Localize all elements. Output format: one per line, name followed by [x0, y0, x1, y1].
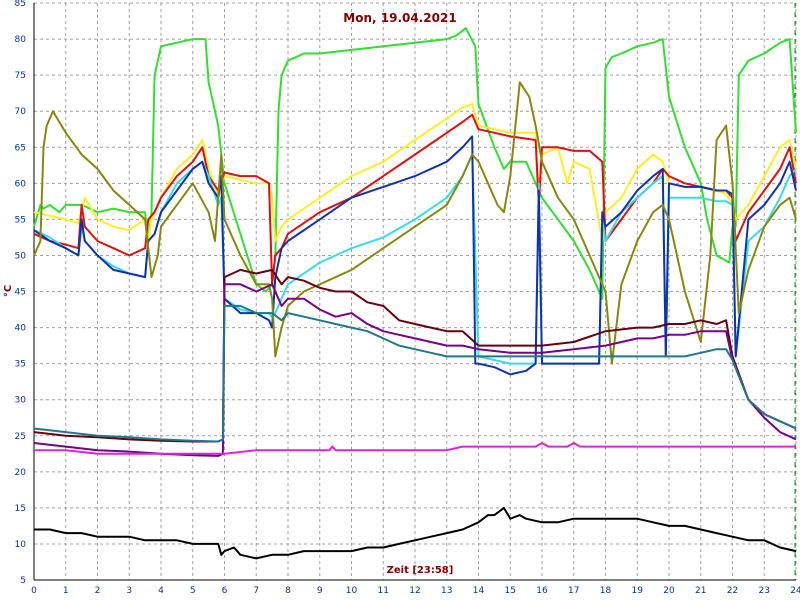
x-tick-label: 18: [600, 586, 612, 596]
y-tick-label: 10: [15, 540, 27, 550]
x-tick-label: 1: [63, 586, 69, 596]
x-tick-label: 4: [158, 586, 164, 596]
x-tick-label: 8: [285, 586, 291, 596]
y-tick-label: 80: [15, 35, 27, 45]
x-tick-label: 15: [505, 586, 516, 596]
series-line-6: [33, 81, 797, 365]
y-tick-labels: 5 10 15 20 25 30 35 40 45 50 55 60 65 70 75 80 85: [15, 0, 27, 586]
y-tick-label: 30: [15, 396, 27, 406]
y-tick-label: 75: [15, 71, 26, 81]
x-tick-label: 0: [31, 586, 37, 596]
y-tick-label: 35: [15, 360, 26, 370]
series-line-5: [33, 135, 797, 376]
x-axis-label: Zeit [23:58]: [387, 565, 454, 576]
series-line-3: [33, 113, 797, 286]
y-tick-label: 50: [15, 251, 27, 261]
x-tick-label: 23: [759, 586, 770, 596]
y-tick-label: 45: [15, 288, 26, 298]
x-tick-label: 10: [346, 586, 358, 596]
series-line-10: [34, 442, 796, 455]
x-tick-label: 7: [253, 586, 259, 596]
chart-series: [33, 27, 797, 560]
x-tick-labels: 0 1 2 3 4 5 6 7 8 9 10 11 12 13 14 15 16 17 18 19 20 21 22 23 24: [31, 586, 800, 596]
y-tick-label: 20: [15, 468, 27, 478]
x-tick-label: 2: [95, 586, 101, 596]
x-tick-label: 13: [441, 586, 452, 596]
x-tick-label: 22: [727, 586, 738, 596]
y-tick-label: 60: [15, 179, 27, 189]
y-tick-label: 70: [15, 107, 27, 117]
x-tick-label: 14: [473, 586, 485, 596]
y-tick-label: 25: [15, 432, 26, 442]
series-line-9: [33, 304, 797, 443]
x-tick-label: 16: [536, 586, 548, 596]
x-tick-label: 9: [317, 586, 323, 596]
x-tick-label: 5: [190, 586, 196, 596]
y-tick-label: 65: [15, 143, 26, 153]
x-tick-label: 21: [695, 586, 706, 596]
y-tick-label: 85: [15, 0, 26, 9]
x-tick-label: 24: [790, 586, 800, 596]
x-tick-label: 6: [222, 586, 228, 596]
x-tick-label: 11: [378, 586, 389, 596]
y-tick-label: 55: [15, 215, 26, 225]
y-axis-label: °C: [3, 285, 14, 297]
chart-title: Mon, 19.04.2021: [343, 11, 456, 25]
x-tick-label: 20: [663, 586, 675, 596]
y-tick-label: 5: [20, 576, 26, 586]
y-tick-label: 15: [15, 504, 26, 514]
series-line-11: [34, 506, 797, 560]
x-tick-label: 12: [409, 586, 420, 596]
chart-axes: [33, 3, 796, 581]
x-tick-label: 3: [126, 586, 132, 596]
chart-grid: [33, 2, 797, 581]
x-tick-label: 17: [568, 586, 579, 596]
x-tick-label: 19: [632, 586, 644, 596]
y-tick-label: 40: [15, 324, 27, 334]
